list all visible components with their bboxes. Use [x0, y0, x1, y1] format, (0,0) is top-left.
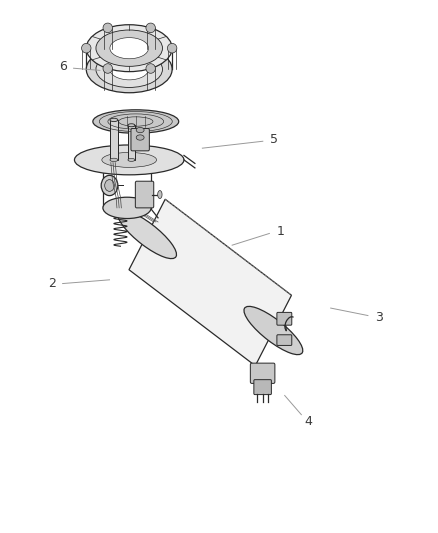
Ellipse shape: [128, 124, 135, 127]
Ellipse shape: [96, 30, 162, 67]
Ellipse shape: [110, 118, 118, 122]
Ellipse shape: [96, 51, 162, 87]
Ellipse shape: [103, 23, 113, 33]
Ellipse shape: [103, 197, 151, 219]
Bar: [128, 125, 135, 160]
FancyBboxPatch shape: [254, 379, 272, 394]
Ellipse shape: [86, 46, 172, 93]
Ellipse shape: [136, 127, 144, 133]
Ellipse shape: [146, 23, 155, 33]
Text: 1: 1: [276, 225, 284, 238]
Ellipse shape: [146, 64, 155, 74]
Ellipse shape: [102, 152, 156, 167]
Ellipse shape: [167, 43, 177, 53]
Ellipse shape: [136, 135, 144, 140]
Ellipse shape: [86, 25, 172, 71]
Ellipse shape: [74, 145, 184, 175]
Ellipse shape: [110, 158, 118, 161]
Ellipse shape: [110, 59, 148, 80]
Text: 6: 6: [60, 60, 67, 73]
Ellipse shape: [93, 110, 179, 133]
Polygon shape: [129, 199, 292, 366]
FancyBboxPatch shape: [135, 181, 154, 208]
Ellipse shape: [81, 43, 91, 53]
Ellipse shape: [110, 38, 148, 59]
Ellipse shape: [158, 191, 162, 199]
Ellipse shape: [101, 175, 118, 196]
FancyBboxPatch shape: [131, 128, 149, 151]
Ellipse shape: [128, 158, 135, 161]
FancyBboxPatch shape: [277, 312, 292, 325]
Ellipse shape: [244, 306, 303, 354]
Ellipse shape: [103, 64, 113, 74]
Text: 5: 5: [270, 133, 278, 146]
FancyBboxPatch shape: [251, 363, 275, 383]
FancyBboxPatch shape: [277, 335, 292, 345]
Text: 2: 2: [48, 277, 56, 290]
Ellipse shape: [105, 180, 114, 191]
Text: 4: 4: [305, 415, 313, 427]
Text: 3: 3: [375, 311, 383, 324]
Ellipse shape: [118, 211, 177, 259]
Bar: [110, 120, 118, 160]
